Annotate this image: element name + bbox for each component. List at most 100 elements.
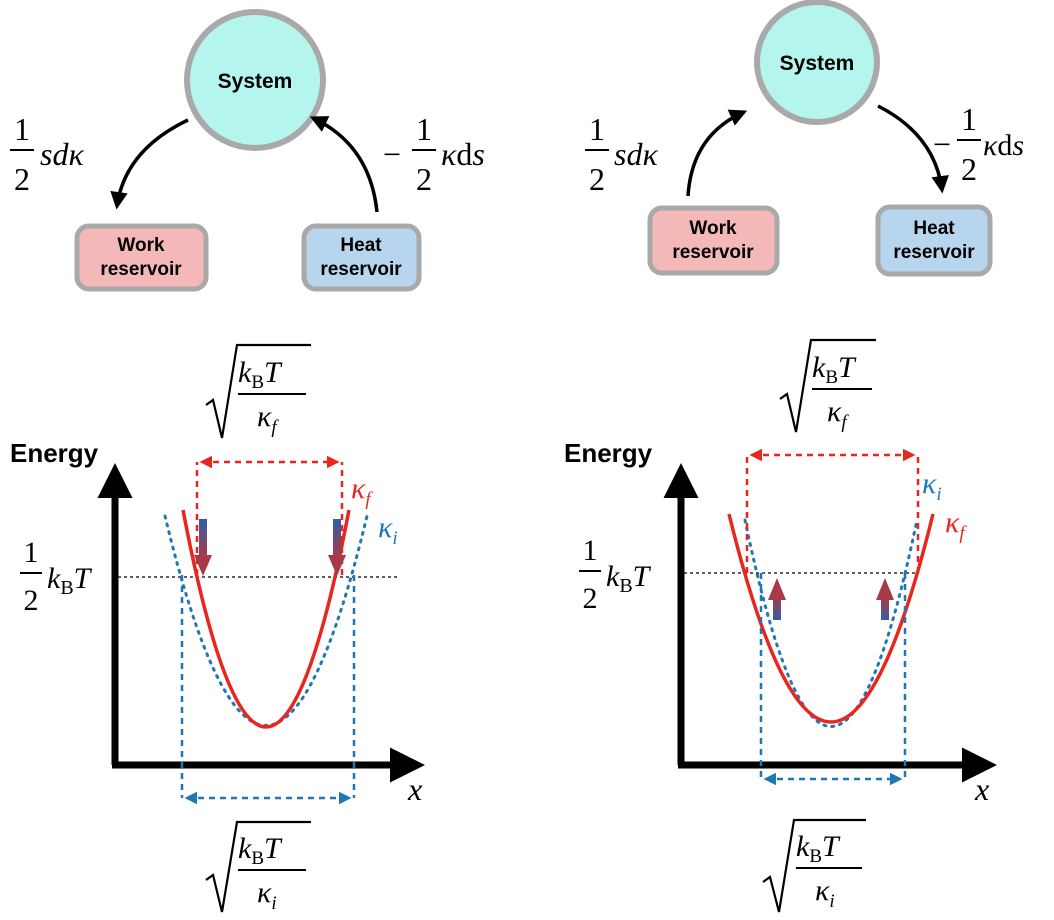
left-heat-to-system-arrow [309,116,379,213]
right-top-den-sub: f [841,412,849,433]
right-heat-term-den: 2 [961,151,977,187]
left-work-term-expr: sdκ [40,136,84,172]
right-work-term-kappa: κ [642,136,658,172]
right-potential-plot: Energy x 1 2 kBT κi κf [564,338,997,913]
right-level-k: k [606,560,620,593]
right-top-den: κf [827,395,849,433]
right-bottom-T: T [822,830,841,863]
left-work-term-kappa: κ [68,136,84,172]
right-heat-label-line1: Heat [913,218,955,239]
right-heat-term-num: 1 [961,101,977,137]
right-level-num: 1 [583,534,598,567]
right-top-num: kBT [812,351,857,388]
right-level-sub: B [619,575,632,597]
left-top-den-sub: f [271,417,279,438]
right-up-arrow-2 [876,578,894,620]
right-bottom-den-k: κ [815,874,830,907]
left-system-node [184,9,326,151]
left-work-term: 1 2 sdκ [10,111,84,197]
left-heat-term-kappa: κ [441,136,457,172]
left-work-reservoir [74,223,209,292]
left-energy-flow-schematic: System Work reservoir Heat reservoir 1 2… [10,9,485,292]
right-axis-y-label: Energy [564,438,653,468]
left-level-T: T [74,562,93,595]
right-heat-term: − 1 2 κds [933,101,1024,187]
left-kappa-f-k: κ [351,472,366,505]
right-top-sqrt-sign [779,338,876,433]
left-work-label-line1: Work [117,235,165,256]
right-axis-x-label: x [974,771,989,807]
left-bottom-width-label: kBT κi [205,820,311,914]
left-level-sub: B [60,577,73,599]
left-potential-plot: Energy x 1 2 kBT κf [10,343,425,914]
right-heat-label-line2: reservoir [893,242,975,263]
left-top-den-k: κ [257,400,272,433]
right-work-term-expr: sdκ [614,136,658,172]
right-system-to-heat-arrow [877,104,949,194]
left-top-sqrt-sign [205,343,311,439]
right-bottom-sqrt-sign [762,818,866,913]
right-work-term: 1 2 sdκ [585,111,658,197]
right-kappa-i-potential-curve [743,518,919,728]
left-heat-label-line2: reservoir [320,259,402,280]
right-work-term-den: 2 [589,161,605,197]
left-top-width-label: kBT κf [205,343,311,439]
right-heat-term-kappa: κ [983,129,998,162]
left-heat-term-sign: − [383,136,401,172]
right-level-T: T [633,560,652,593]
right-bottom-den: κi [815,874,835,912]
right-top-den-k: κ [827,395,842,428]
left-kappa-i-sub: i [392,528,397,549]
right-system-label: System [780,52,855,75]
left-top-num: kBT [238,356,283,393]
right-half-kT-label: 1 2 kBT [579,534,652,615]
right-bottom-num: kBT [796,830,841,867]
right-heat-term-sign: − [933,126,951,162]
left-top-den: κf [257,400,279,438]
left-heat-term-s: s [472,136,484,172]
left-bottom-T: T [264,832,283,865]
left-work-term-num: 1 [14,111,30,147]
right-level-den: 2 [583,582,598,615]
left-level-den: 2 [24,584,39,617]
left-top-k: k [238,356,252,389]
right-system-node [754,0,880,125]
right-energy-flow-schematic: System Work reservoir Heat reservoir 1 2… [585,0,1024,277]
left-kappa-f-potential-curve [181,509,351,729]
right-kappa-i-k: κ [922,467,937,500]
left-bottom-sqrt-sign [205,820,311,913]
left-bottom-k: k [238,832,252,865]
right-kappa-f-k: κ [945,506,960,539]
right-heat-term-s: s [1012,129,1024,162]
right-work-to-system-arrow [686,109,748,197]
right-heat-term-d: d [997,129,1012,162]
left-heat-term-den: 2 [416,161,432,197]
left-bottom-den: κi [257,876,277,914]
left-down-arrow-2 [328,519,346,576]
left-kappa-i-label: κi [378,511,398,549]
left-system-to-work-arrow [110,118,189,210]
right-heat-reservoir [875,204,993,277]
right-bottom-sub: B [809,846,822,867]
left-heat-term-num: 1 [416,111,432,147]
left-bottom-den-k: κ [257,876,272,909]
left-work-term-sd: sd [40,136,69,172]
right-top-sub: B [825,367,838,388]
left-heat-reservoir [301,223,422,292]
right-kappa-f-sub: f [959,523,967,544]
right-level-expr: kBT [606,560,652,597]
left-axis-y-label: Energy [10,438,99,468]
left-work-label-line2: reservoir [100,259,182,280]
right-up-arrow-1 [768,578,786,620]
left-top-T: T [264,356,283,389]
right-bottom-den-sub: i [829,891,834,912]
right-kappa-f-label: κf [945,506,967,544]
right-heat-term-expr: κds [983,129,1024,162]
left-kappa-f-label: κf [351,472,373,510]
left-system-label: System [218,70,293,93]
right-work-term-sd: sd [614,136,643,172]
left-bottom-den-sub: i [271,893,276,914]
left-half-kT-label: 1 2 kBT [20,536,93,617]
left-down-arrow-1 [194,519,212,576]
